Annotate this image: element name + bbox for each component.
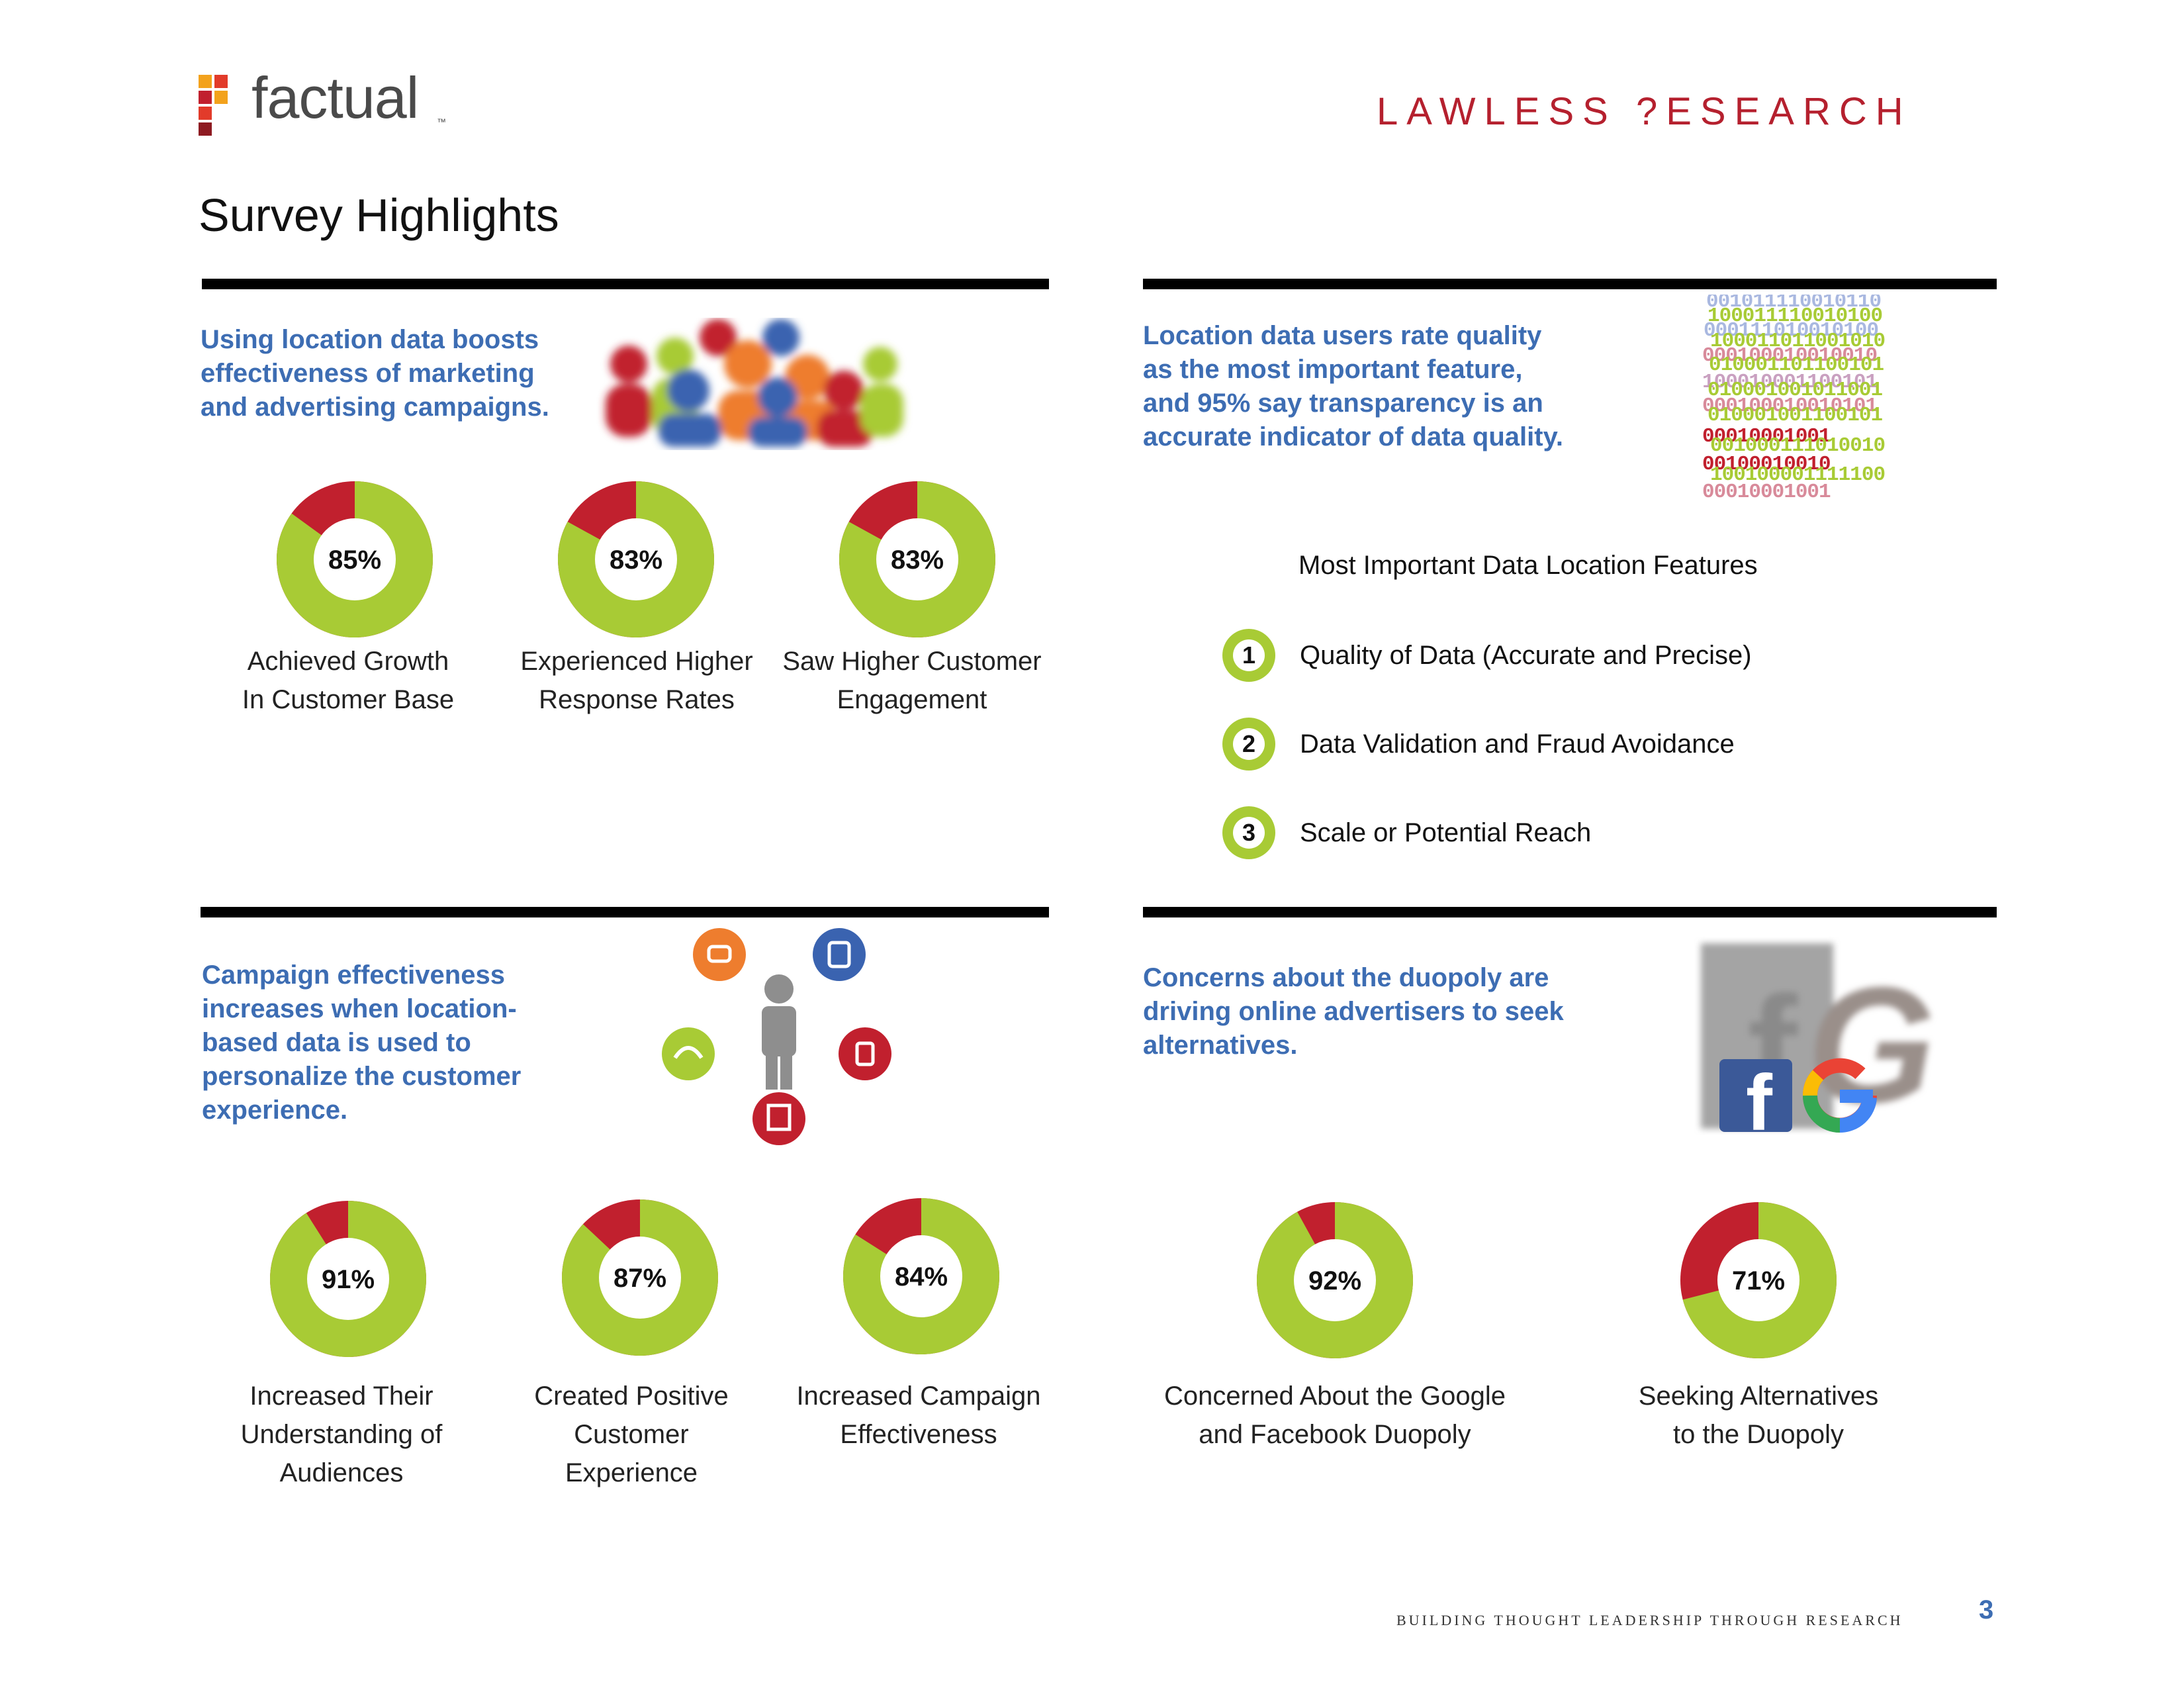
- feature-number-badge: 1: [1222, 629, 1275, 682]
- brand-name: factual: [251, 65, 419, 130]
- donut-chart: 84%: [842, 1197, 1001, 1356]
- donut-chart: 85%: [275, 480, 434, 639]
- stat-caption: Achieved Growth In Customer Base: [242, 647, 455, 714]
- stat-caption: Concerned About the Google and Facebook …: [1164, 1382, 1506, 1449]
- svg-text:000100010010010: 000100010010010: [1702, 344, 1877, 367]
- people-group-icon: [589, 318, 920, 450]
- quality-heading: Location data users rate quality as the …: [1143, 321, 1563, 451]
- stat-caption: Created Positive Customer Experience: [534, 1382, 729, 1487]
- svg-text:100011110010100: 100011110010100: [1707, 305, 1882, 328]
- svg-text:100011011001010: 100011011001010: [1710, 330, 1885, 353]
- feature-label: Scale or Potential Reach: [1300, 818, 1592, 847]
- donut-percent-label: 91%: [322, 1265, 375, 1294]
- stat-caption: Increased Campaign Effectiveness: [796, 1382, 1041, 1449]
- donut-hole: [1717, 1239, 1799, 1321]
- stat-caption: Experienced Higher Response Rates: [520, 647, 753, 714]
- donut-percent-label: 83%: [891, 545, 944, 575]
- feature-number-badge: 3: [1222, 806, 1275, 859]
- stat-caption: Seeking Alternatives to the Duopoly: [1638, 1382, 1879, 1449]
- binary-code-icon: 001011110010110 100011110010100 00011101…: [1701, 295, 1913, 503]
- donut-percent-label: 83%: [610, 545, 662, 575]
- donut-chart: 83%: [557, 480, 715, 639]
- features-title: Most Important Data Location Features: [1298, 551, 1758, 580]
- duopoly-heading: Concerns about the duopoly are driving o…: [1143, 963, 1564, 1060]
- donut-chart: 83%: [838, 480, 997, 639]
- donut-percent-label: 71%: [1732, 1266, 1785, 1295]
- stat-caption: Increased Their Understanding of Audienc…: [240, 1382, 443, 1487]
- stat-caption: Saw Higher Customer Engagement: [782, 647, 1042, 714]
- campaign-heading: Campaign effectiveness increases when lo…: [202, 961, 522, 1125]
- section-divider: [1143, 907, 1997, 917]
- svg-text:001000111010010: 001000111010010: [1710, 434, 1885, 457]
- person-with-places-icon: [659, 927, 903, 1152]
- donut-percent-label: 92%: [1308, 1266, 1361, 1295]
- section-divider: [202, 279, 1049, 289]
- facebook-google-logos-icon: f G f: [1694, 937, 1946, 1147]
- donut-percent-label: 85%: [328, 545, 381, 575]
- marketing-heading: Using location data boosts effectiveness…: [201, 325, 549, 422]
- svg-text:001011110010110: 001011110010110: [1706, 295, 1881, 313]
- donut-hole: [1294, 1239, 1376, 1321]
- svg-text:100010001100101: 100010001100101: [1702, 371, 1877, 394]
- donut-chart: 87%: [561, 1198, 719, 1357]
- svg-text:f: f: [1746, 1058, 1773, 1135]
- svg-text:010001001011001: 010001001011001: [1707, 379, 1882, 402]
- svg-text:000111010010100: 000111010010100: [1704, 319, 1878, 342]
- brand-trademark: ™: [437, 117, 446, 127]
- page-number: 3: [1979, 1595, 1994, 1624]
- donut-hole: [876, 518, 958, 600]
- donut-hole: [314, 518, 396, 600]
- svg-text:100100001111100: 100100001111100: [1710, 463, 1885, 487]
- factual-logo-mark-icon: [199, 75, 228, 137]
- section-divider: [1143, 279, 1997, 289]
- donut-hole: [307, 1238, 389, 1320]
- svg-text:000100010010101: 000100010010101: [1702, 395, 1877, 418]
- donut-hole: [599, 1237, 681, 1319]
- page-title: Survey Highlights: [199, 189, 559, 241]
- svg-text:010001001100101: 010001001100101: [1707, 404, 1882, 427]
- footer-tagline: BUILDING THOUGHT LEADERSHIP THROUGH RESE…: [1396, 1612, 1903, 1628]
- partner-logo: LAWLESS ?ESEARCH: [1377, 90, 1912, 133]
- donut-chart: 71%: [1679, 1201, 1838, 1360]
- donut-chart: 92%: [1255, 1201, 1414, 1360]
- svg-text:00010001001: 00010001001: [1702, 425, 1831, 448]
- donut-chart: 91%: [269, 1199, 428, 1358]
- svg-text:00010001001: 00010001001: [1702, 481, 1831, 503]
- section-divider: [201, 907, 1049, 917]
- feature-number-badge: 2: [1222, 718, 1275, 771]
- feature-label: Quality of Data (Accurate and Precise): [1300, 641, 1752, 670]
- svg-text:010001101100101: 010001101100101: [1709, 353, 1884, 377]
- donut-percent-label: 87%: [614, 1264, 666, 1293]
- donut-percent-label: 84%: [895, 1262, 948, 1291]
- donut-hole: [595, 518, 677, 600]
- feature-label: Data Validation and Fraud Avoidance: [1300, 729, 1735, 759]
- donut-hole: [880, 1235, 962, 1317]
- svg-text:00100010010: 00100010010: [1702, 453, 1831, 476]
